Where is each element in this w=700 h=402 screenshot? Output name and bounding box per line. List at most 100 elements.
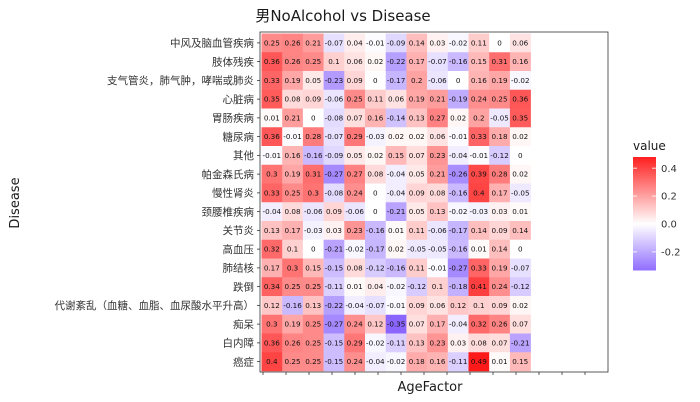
heatmap-cell bbox=[323, 333, 345, 353]
heatmap-cell bbox=[282, 277, 304, 297]
heatmap-cell bbox=[385, 127, 407, 147]
cell-value-label: -0.14 bbox=[387, 113, 406, 122]
legend-tick-label: 0.4 bbox=[661, 164, 677, 175]
cell-value-label: -0.02 bbox=[511, 76, 530, 85]
legend-color-step bbox=[633, 258, 656, 262]
cell-value-label: -0.19 bbox=[449, 95, 468, 104]
heatmap-cell bbox=[509, 183, 531, 203]
heatmap-cell bbox=[447, 127, 469, 147]
heatmap-cell bbox=[302, 146, 324, 166]
heatmap-cell bbox=[261, 333, 283, 353]
heatmap-cell bbox=[406, 239, 428, 259]
cell-value-label: 0.06 bbox=[388, 95, 404, 104]
heatmap-cell bbox=[406, 183, 428, 203]
heatmap-cell bbox=[302, 352, 324, 372]
cell-value-label: -0.16 bbox=[449, 57, 468, 66]
legend-color-step bbox=[633, 228, 656, 231]
heatmap-cell bbox=[365, 108, 386, 128]
legend-color-step bbox=[633, 192, 656, 196]
heatmap-cell bbox=[344, 71, 366, 91]
heatmap-cell bbox=[427, 202, 449, 222]
heatmap-cell bbox=[282, 127, 304, 147]
cell-value-label: -0.15 bbox=[325, 263, 344, 272]
heatmap-cell bbox=[323, 221, 345, 241]
cell-value-label: 0.08 bbox=[429, 188, 445, 197]
heatmap-cell bbox=[282, 33, 304, 53]
heatmap-cell bbox=[489, 127, 511, 147]
heatmap-cell bbox=[509, 33, 531, 53]
cell-value-label: 0.33 bbox=[264, 188, 280, 197]
heatmap-cell bbox=[282, 221, 304, 241]
heatmap-cell bbox=[468, 258, 490, 278]
heatmap-cell bbox=[302, 127, 324, 147]
cell-value-label: 0.01 bbox=[347, 282, 363, 291]
cell-value-label: 0.24 bbox=[347, 320, 363, 329]
legend-color-step bbox=[633, 158, 656, 162]
cell-value-label: -0.12 bbox=[366, 263, 385, 272]
heatmap-cell bbox=[489, 164, 511, 184]
cell-value-label: 0.08 bbox=[367, 170, 383, 179]
cell-value-label: 0.25 bbox=[305, 338, 321, 347]
cell-value-label: 0.26 bbox=[492, 320, 508, 329]
heatmap-cell bbox=[468, 146, 490, 166]
heatmap-cell bbox=[385, 33, 407, 53]
heatmap-cell bbox=[344, 108, 366, 128]
legend-color-step bbox=[633, 251, 656, 254]
cell-value-label: -0.16 bbox=[449, 245, 468, 254]
heatmap-cell bbox=[406, 352, 428, 372]
cell-value-label: -0.05 bbox=[428, 245, 447, 254]
heatmap-cell bbox=[323, 127, 345, 147]
heatmap-cell bbox=[427, 239, 449, 259]
cell-value-label: 0.25 bbox=[305, 57, 321, 66]
legend-color-step bbox=[633, 179, 656, 182]
cell-value-label: 0.3 bbox=[266, 170, 277, 179]
heatmap-cell bbox=[427, 352, 449, 372]
cell-value-label: 0.12 bbox=[264, 301, 280, 310]
heatmap-cell bbox=[282, 71, 304, 91]
heatmap-cell bbox=[282, 146, 304, 166]
cell-value-label: -0.22 bbox=[325, 301, 344, 310]
cell-value-label: 0.1 bbox=[473, 301, 484, 310]
heatmap-cell bbox=[365, 127, 386, 147]
heatmap-cell bbox=[427, 314, 449, 334]
heatmap-cell bbox=[406, 202, 428, 222]
heatmap-cell bbox=[489, 314, 511, 334]
heatmap-cell bbox=[489, 333, 511, 353]
cell-value-label: 0.02 bbox=[388, 245, 404, 254]
heatmap-cell bbox=[509, 71, 531, 91]
heatmap-cell bbox=[447, 296, 469, 316]
cell-value-label: -0.16 bbox=[304, 151, 323, 160]
heatmap-cell bbox=[489, 183, 511, 203]
heatmap-cell bbox=[302, 221, 324, 241]
cell-value-label: 0.01 bbox=[264, 113, 280, 122]
heatmap-cell bbox=[406, 89, 428, 109]
heatmap-cell bbox=[447, 352, 469, 372]
cell-value-label: 0.17 bbox=[264, 263, 280, 272]
cell-value-label: 0.08 bbox=[471, 338, 487, 347]
cell-value-label: 0.32 bbox=[264, 245, 280, 254]
heatmap-cell bbox=[365, 202, 386, 222]
y-tick-label: 胃肠疾病 bbox=[212, 112, 254, 125]
heatmap-cell bbox=[282, 352, 304, 372]
cell-value-label: 0.13 bbox=[305, 301, 321, 310]
cell-value-label: -0.07 bbox=[325, 38, 344, 47]
heatmap-cell bbox=[282, 52, 304, 72]
cell-value-label: 0.15 bbox=[305, 263, 321, 272]
heatmap-cell bbox=[323, 296, 345, 316]
heatmap-cell bbox=[468, 52, 490, 72]
heatmap-cell bbox=[509, 239, 531, 259]
cell-value-label: 0.31 bbox=[305, 170, 321, 179]
cell-value-label: 0.13 bbox=[409, 113, 425, 122]
cell-value-label: 0.18 bbox=[409, 357, 425, 366]
cell-value-label: 0.12 bbox=[367, 320, 383, 329]
heatmap-cell bbox=[406, 52, 428, 72]
heatmap-cell bbox=[489, 352, 511, 372]
heatmap-cell bbox=[509, 127, 531, 147]
heatmap-cell bbox=[385, 296, 407, 316]
legend-color-step bbox=[633, 254, 656, 258]
y-axis-title: Disease bbox=[8, 177, 23, 228]
cell-value-label: -0.08 bbox=[325, 188, 344, 197]
cell-value-label: 0.19 bbox=[492, 263, 508, 272]
legend-tick-label: 0.2 bbox=[661, 192, 677, 203]
